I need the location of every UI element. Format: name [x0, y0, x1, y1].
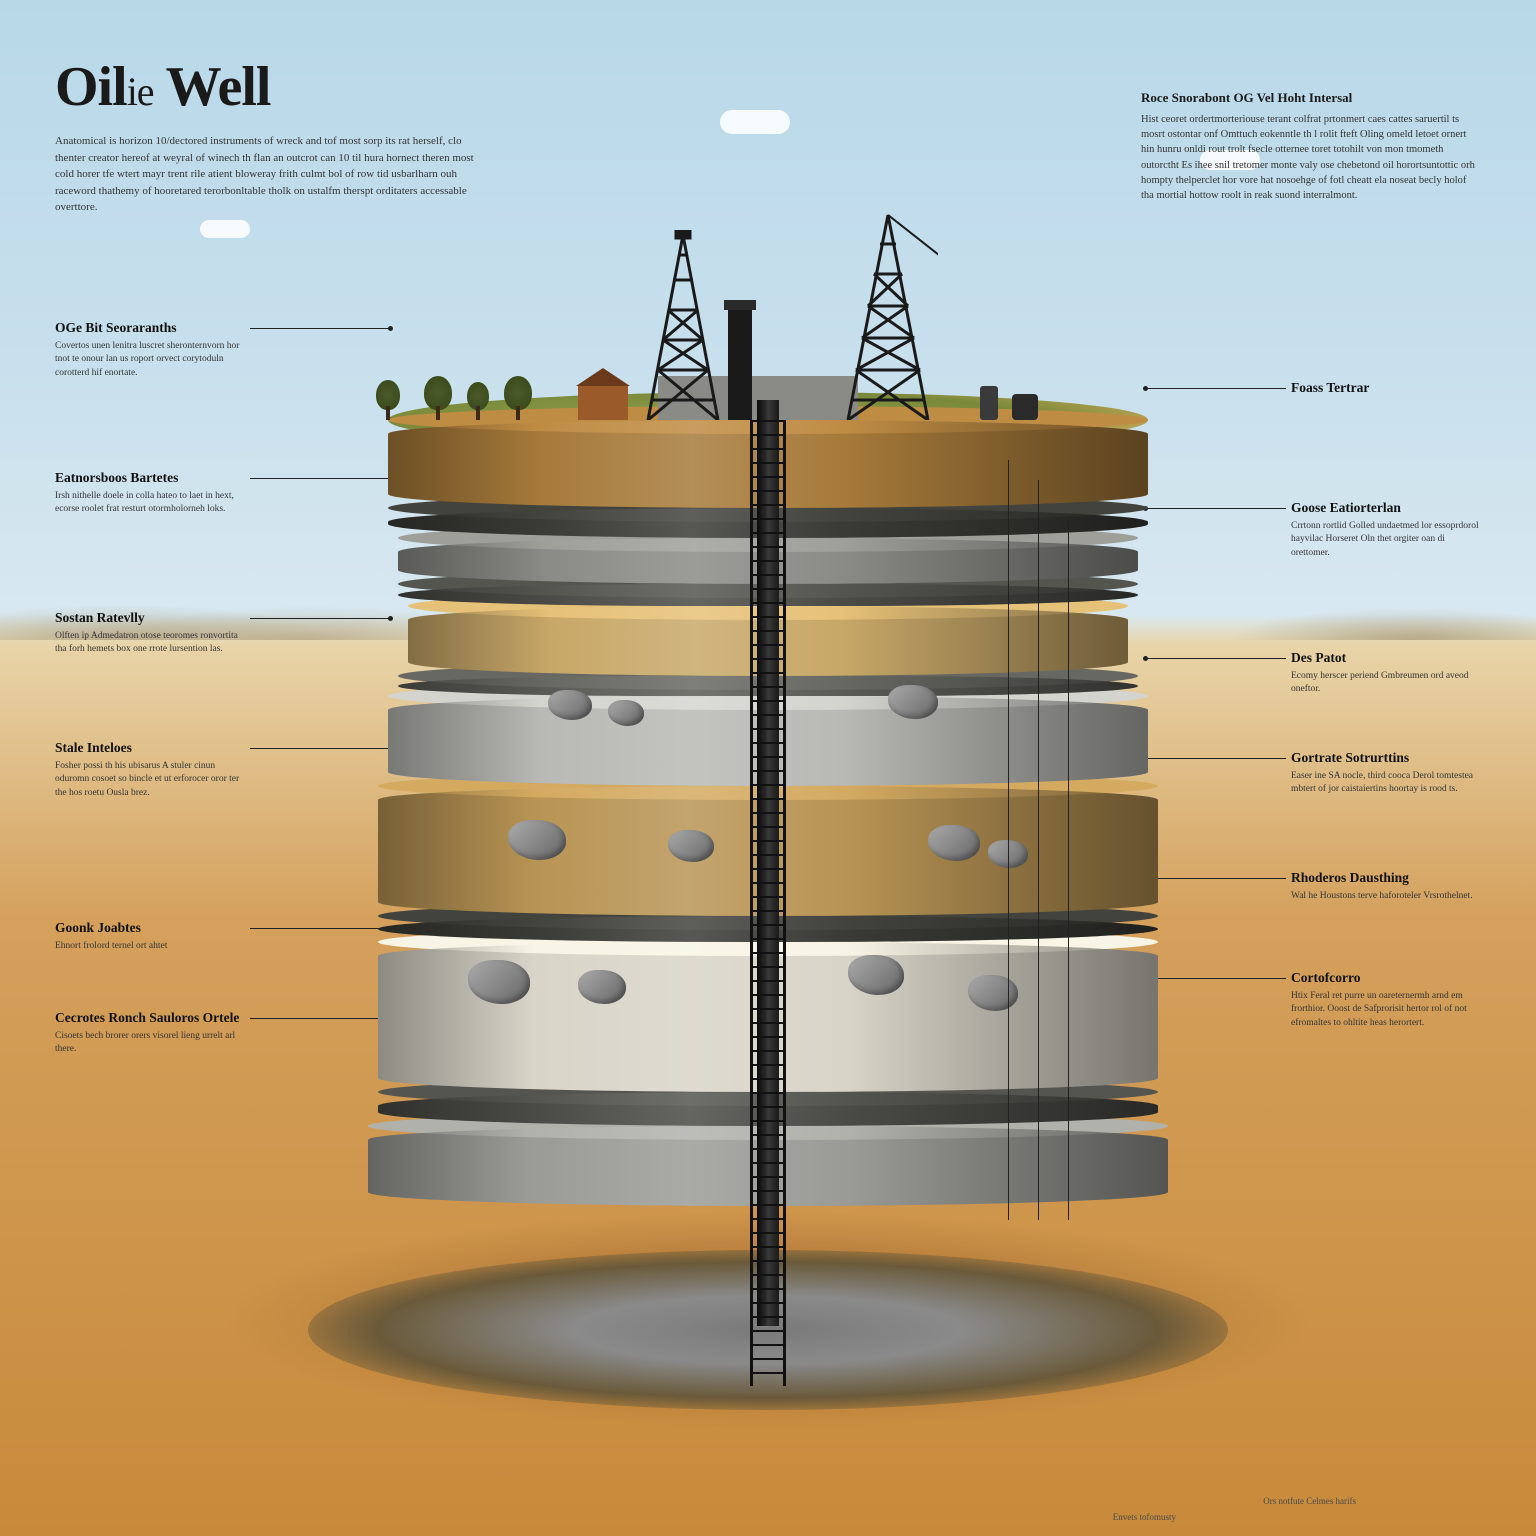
- left-callout: Stale Inteloes Fosher possi th his ubisar…: [55, 740, 245, 800]
- left-callout: Eatnorsboos Bartetes Irsh nithelle doele …: [55, 470, 245, 517]
- callout-title: Goose Eatiorterlan: [1291, 500, 1481, 516]
- callout-title: Cecrotes Ronch Sauloros Ortele: [55, 1010, 245, 1026]
- right-callout: Gortrate Sotrurttins Easer ine SA nocle, …: [1291, 750, 1481, 797]
- leader-line: [1038, 480, 1039, 1220]
- callout-body: Olften ip Admedatron otose teoromes ronv…: [55, 630, 245, 657]
- right-callout: Cortofcorro Htix Feral ret purre un oaret…: [1291, 970, 1481, 1030]
- callout-title: Cortofcorro: [1291, 970, 1481, 986]
- right-callout: Des Patot Ecomy herscer periend Gmbreumen…: [1291, 650, 1481, 697]
- callout-title: OGe Bit Seoraranths: [55, 320, 245, 336]
- callout-title: Eatnorsboos Bartetes: [55, 470, 245, 486]
- footer-credit-1: Ors notfute Celmes harifs: [1263, 1496, 1356, 1506]
- left-callout: Goonk Joabtes Ehnort frolord ternel ort a…: [55, 920, 245, 953]
- top-right-block: Roce Snorabont OG Vel Hoht Intersal Hist…: [1141, 90, 1481, 203]
- title-word-2: Well: [166, 56, 271, 118]
- callout-title: Sostan Ratevlly: [55, 610, 245, 626]
- top-right-heading: Roce Snorabont OG Vel Hoht Intersal: [1141, 90, 1481, 106]
- storage-tank: [980, 386, 998, 420]
- house: [578, 386, 628, 420]
- right-callout: Foass Tertrar: [1291, 380, 1481, 400]
- left-callout: Sostan Ratevlly Olften ip Admedatron otos…: [55, 610, 245, 657]
- leader-line: [1008, 460, 1009, 1220]
- derrick-right: [838, 210, 938, 420]
- callout-body: Cisoets bech brorer orers visorel lieng …: [55, 1030, 245, 1057]
- callout-title: Des Patot: [1291, 650, 1481, 666]
- top-right-body: Hist ceoret ordertmorteriouse terant col…: [1141, 112, 1481, 203]
- derrick-left: [638, 230, 728, 420]
- callout-body: Ecomy herscer periend Gmbreumen ord aveo…: [1291, 670, 1481, 697]
- footer-credit-2: Envets tofomusty: [1113, 1512, 1176, 1522]
- title-word-1: Oil: [55, 56, 127, 118]
- title-word-mid: ie: [127, 69, 154, 114]
- callout-body: Covertos unen lenitra luscret sherontern…: [55, 340, 245, 380]
- surface-facility: [518, 260, 1018, 420]
- leader-line: [1068, 520, 1069, 1220]
- callout-body: Htix Feral ret purre un oareternermh arn…: [1291, 990, 1481, 1030]
- callout-body: Fosher possi th his ubisarus A stuler ci…: [55, 760, 245, 800]
- callout-title: Gortrate Sotrurttins: [1291, 750, 1481, 766]
- callout-body: Irsh nithelle doele in colla hateo to la…: [55, 490, 245, 517]
- smokestack: [728, 310, 752, 420]
- access-ladder: [750, 420, 786, 1386]
- left-callout: Cecrotes Ronch Sauloros Ortele Cisoets be…: [55, 1010, 245, 1057]
- callout-body: Easer ine SA nocle, third cooca Derol to…: [1291, 770, 1481, 797]
- callout-body: Ehnort frolord ternel ort ahtet: [55, 940, 245, 953]
- callout-title: Stale Inteloes: [55, 740, 245, 756]
- title-block: Oilie Well Anatomical is horizon 10/dect…: [55, 55, 475, 216]
- right-callout: Goose Eatiorterlan Crrtonn rortlid Golled…: [1291, 500, 1481, 560]
- callout-body: Wal he Houstons terve haforoteler Vrsrot…: [1291, 890, 1481, 903]
- main-title: Oilie Well: [55, 55, 475, 119]
- well-diagram: [368, 260, 1168, 1440]
- callout-title: Foass Tertrar: [1291, 380, 1481, 396]
- house-roof: [576, 368, 630, 386]
- left-callout: OGe Bit Seoraranths Covertos unen lenitra…: [55, 320, 245, 380]
- strata-cylinder: [388, 420, 1148, 1206]
- right-callout: Rhoderos Dausthing Wal he Houstons terve …: [1291, 870, 1481, 903]
- smokestack-cap: [724, 300, 756, 310]
- callout-title: Goonk Joabtes: [55, 920, 245, 936]
- callout-title: Rhoderos Dausthing: [1291, 870, 1481, 886]
- intro-paragraph: Anatomical is horizon 10/dectored instru…: [55, 133, 475, 216]
- callout-body: Crrtonn rortlid Golled undaetmed lor ess…: [1291, 520, 1481, 560]
- storage-tank: [1012, 394, 1038, 420]
